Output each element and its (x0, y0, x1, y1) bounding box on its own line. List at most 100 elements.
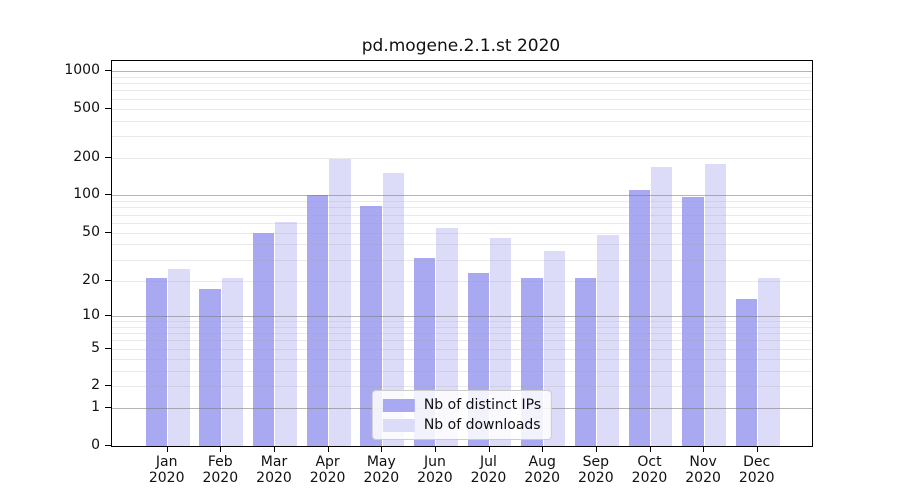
bar-distinct-ips (682, 196, 704, 446)
legend-swatch-downloads (382, 418, 415, 432)
minor-gridline (112, 120, 812, 122)
x-axis-tick (542, 447, 544, 452)
x-axis-tick-label: Dec 2020 (738, 454, 775, 486)
bar-downloads (382, 172, 405, 446)
x-axis-tick-label: Jan 2020 (148, 454, 185, 486)
x-axis-tick-label: Jun 2020 (417, 454, 453, 486)
minor-gridline (112, 108, 812, 110)
x-axis-tick-label: Apr 2020 (309, 454, 346, 486)
y-axis-tick (105, 194, 111, 196)
major-gridline (112, 315, 812, 317)
bar-distinct-ips (306, 194, 329, 446)
minor-gridline (112, 158, 812, 160)
x-axis-tick-label: Aug 2020 (524, 454, 560, 486)
legend-swatch-distinct-ips (382, 398, 415, 412)
x-axis-tick-label: Sep 2020 (577, 454, 614, 486)
bar-downloads (758, 278, 780, 446)
legend-item: Nb of downloads (382, 417, 541, 433)
legend-label: Nb of distinct IPs (423, 397, 542, 413)
minor-gridline (112, 244, 812, 246)
x-axis-tick-label: Feb 2020 (202, 454, 239, 486)
y-axis-tick-label: 10 (82, 306, 100, 323)
bar-downloads (329, 158, 351, 446)
minor-gridline (112, 98, 812, 100)
bar-distinct-ips (253, 232, 275, 446)
bar-downloads (275, 221, 297, 446)
y-axis-tick-label: 1000 (64, 61, 100, 78)
y-axis-tick (105, 314, 111, 316)
y-axis-tick (105, 231, 111, 233)
minor-gridline (112, 207, 812, 209)
x-axis-tick-label: Oct 2020 (631, 454, 668, 486)
minor-gridline (112, 76, 812, 78)
minor-gridline (112, 232, 812, 234)
bar-distinct-ips (628, 190, 650, 446)
minor-gridline (112, 83, 812, 84)
minor-gridline (112, 348, 812, 350)
legend: Nb of distinct IPs Nb of downloads (371, 390, 553, 440)
x-axis-tick-label: May 2020 (363, 454, 400, 486)
minor-gridline (112, 90, 812, 92)
bar-distinct-ips (574, 278, 597, 446)
x-axis-tick (756, 447, 758, 452)
x-axis-tick (434, 447, 436, 452)
minor-gridline (112, 340, 812, 342)
y-axis-tick (105, 385, 111, 387)
minor-gridline (112, 386, 812, 388)
minor-gridline (112, 214, 812, 216)
y-axis-tick-label: 500 (73, 99, 100, 116)
x-axis-tick (703, 447, 705, 452)
y-axis-tick-label: 5 (91, 339, 100, 356)
x-axis-tick (220, 447, 222, 452)
legend-item: Nb of distinct IPs (382, 397, 542, 413)
x-axis-tick (595, 447, 597, 452)
x-axis-tick (649, 447, 651, 452)
y-axis-tick-label: 1 (91, 399, 100, 416)
minor-gridline (112, 321, 812, 322)
legend-label: Nb of downloads (423, 417, 541, 433)
minor-gridline (112, 136, 812, 138)
y-axis-tick (105, 347, 111, 349)
x-axis-tick-label: Jul 2020 (470, 454, 507, 486)
x-axis-tick (381, 447, 383, 452)
x-axis-tick (327, 447, 329, 452)
y-axis-tick (105, 107, 111, 109)
y-axis-tick (105, 445, 111, 446)
bar-distinct-ips (360, 206, 382, 446)
y-axis-tick-label: 100 (73, 186, 100, 203)
major-gridline (112, 195, 812, 197)
x-axis-tick (274, 447, 275, 452)
y-axis-tick-label: 200 (73, 149, 100, 166)
y-axis-tick (105, 279, 111, 281)
bar-downloads (221, 278, 244, 446)
x-axis-tick (166, 447, 168, 452)
bar-downloads (597, 234, 619, 446)
bar-distinct-ips (199, 289, 221, 446)
minor-gridline (112, 280, 812, 282)
y-axis-tick (105, 407, 111, 409)
minor-gridline (112, 201, 812, 203)
y-axis-tick (105, 157, 111, 159)
minor-gridline (112, 333, 812, 335)
chart-title: pd.mogene.2.1.st 2020 (361, 36, 561, 56)
bar-distinct-ips (145, 278, 168, 446)
x-axis-tick-label: Nov 2020 (685, 454, 721, 486)
y-axis-tick-label: 2 (91, 377, 100, 394)
y-axis-tick (105, 69, 111, 71)
minor-gridline (112, 326, 812, 328)
bar-downloads (650, 167, 673, 446)
plot-area: Nb of distinct IPs Nb of downloads (111, 60, 813, 447)
y-axis-tick-label: 50 (82, 223, 100, 240)
major-gridline (112, 70, 812, 72)
x-axis-tick (488, 447, 490, 452)
minor-gridline (112, 259, 812, 261)
bar-downloads (704, 163, 726, 446)
x-axis-tick-label: Mar 2020 (256, 454, 292, 486)
y-axis-tick-label: 0 (91, 437, 100, 453)
minor-gridline (112, 370, 812, 372)
bar-downloads (168, 269, 190, 446)
minor-gridline (112, 358, 812, 360)
minor-gridline (112, 222, 812, 224)
y-axis-tick-label: 20 (82, 271, 100, 288)
